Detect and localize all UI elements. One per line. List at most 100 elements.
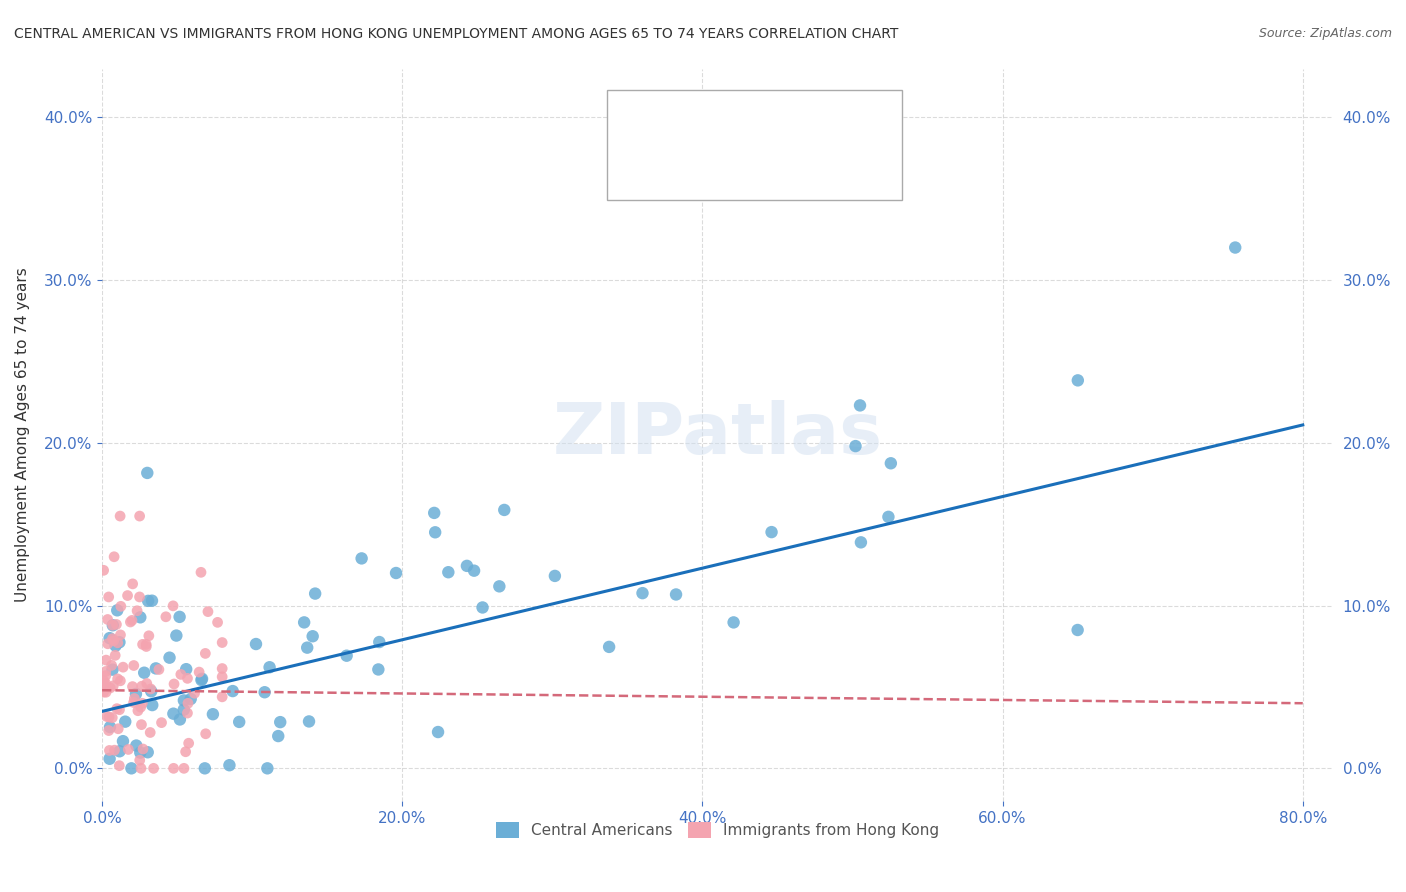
Point xyxy=(177,696,200,710)
Point xyxy=(183,686,205,700)
Point xyxy=(98,720,121,734)
Point xyxy=(173,703,195,717)
Point xyxy=(169,713,191,727)
Point xyxy=(121,577,143,591)
Point xyxy=(107,672,129,686)
Point xyxy=(488,579,510,593)
Point xyxy=(101,711,124,725)
Point xyxy=(849,398,872,412)
Point xyxy=(124,691,146,706)
Point xyxy=(138,629,160,643)
Point xyxy=(162,761,184,775)
Point xyxy=(145,661,167,675)
Point xyxy=(120,761,142,775)
Point xyxy=(103,743,125,757)
Point xyxy=(93,685,115,699)
Point xyxy=(163,677,186,691)
Point xyxy=(110,673,132,688)
Point xyxy=(129,761,152,775)
Point xyxy=(723,615,745,630)
Point xyxy=(191,672,214,686)
Point xyxy=(165,629,187,643)
Point xyxy=(134,665,156,680)
Point xyxy=(259,660,281,674)
Point xyxy=(100,658,122,673)
Point xyxy=(218,758,240,772)
Point xyxy=(105,617,128,632)
Point xyxy=(761,525,783,540)
Point xyxy=(127,704,149,718)
Point xyxy=(122,696,145,710)
Point xyxy=(877,509,900,524)
Point xyxy=(169,610,191,624)
Point xyxy=(269,715,291,730)
Point xyxy=(141,698,163,712)
Point xyxy=(368,635,391,649)
Point xyxy=(94,685,117,699)
Point xyxy=(121,614,143,628)
Point xyxy=(142,761,165,775)
Point xyxy=(127,604,149,618)
Point xyxy=(107,722,129,736)
Point xyxy=(159,650,181,665)
Point xyxy=(120,615,142,629)
Point xyxy=(98,681,121,695)
Point xyxy=(849,535,872,549)
Point xyxy=(129,610,152,624)
Point xyxy=(256,761,278,775)
Point xyxy=(176,706,198,720)
Point xyxy=(471,600,494,615)
Point xyxy=(132,742,155,756)
Text: Source: ZipAtlas.com: Source: ZipAtlas.com xyxy=(1258,27,1392,40)
Point xyxy=(141,593,163,607)
Point xyxy=(222,684,245,698)
Point xyxy=(122,658,145,673)
Point xyxy=(98,710,121,724)
Point xyxy=(211,670,233,684)
Point xyxy=(135,676,157,690)
Point xyxy=(180,692,202,706)
Point xyxy=(101,663,124,677)
Point xyxy=(463,564,485,578)
Point xyxy=(292,615,315,630)
Point xyxy=(111,734,134,748)
Point xyxy=(105,603,128,617)
Point xyxy=(228,714,250,729)
Text: CENTRAL AMERICAN VS IMMIGRANTS FROM HONG KONG UNEMPLOYMENT AMONG AGES 65 TO 74 Y: CENTRAL AMERICAN VS IMMIGRANTS FROM HONG… xyxy=(14,27,898,41)
Point xyxy=(631,586,654,600)
Point xyxy=(880,456,903,470)
Y-axis label: Unemployment Among Ages 65 to 74 years: Unemployment Among Ages 65 to 74 years xyxy=(15,268,30,602)
Point xyxy=(104,648,127,663)
Point xyxy=(131,717,153,731)
Point xyxy=(423,506,446,520)
Point xyxy=(245,637,267,651)
FancyBboxPatch shape xyxy=(606,90,903,201)
Point xyxy=(437,566,460,580)
Point xyxy=(1225,241,1247,255)
Point xyxy=(211,661,233,675)
Point xyxy=(139,725,162,739)
Point xyxy=(131,696,153,710)
Point xyxy=(162,706,184,721)
Point xyxy=(131,637,153,651)
Point xyxy=(844,439,866,453)
Point xyxy=(131,679,153,693)
Point xyxy=(98,631,121,645)
Point xyxy=(108,635,131,649)
Point xyxy=(94,665,117,679)
Point xyxy=(194,727,217,741)
Point xyxy=(136,466,159,480)
Point xyxy=(114,714,136,729)
Point xyxy=(456,558,478,573)
Point xyxy=(136,594,159,608)
Point xyxy=(188,665,211,679)
Point xyxy=(598,640,620,654)
Point xyxy=(170,667,193,681)
Point xyxy=(174,745,197,759)
Point xyxy=(97,590,120,604)
Point xyxy=(93,673,115,688)
Point xyxy=(135,640,157,654)
Point xyxy=(385,566,408,580)
Point xyxy=(350,551,373,566)
Point xyxy=(103,549,125,564)
